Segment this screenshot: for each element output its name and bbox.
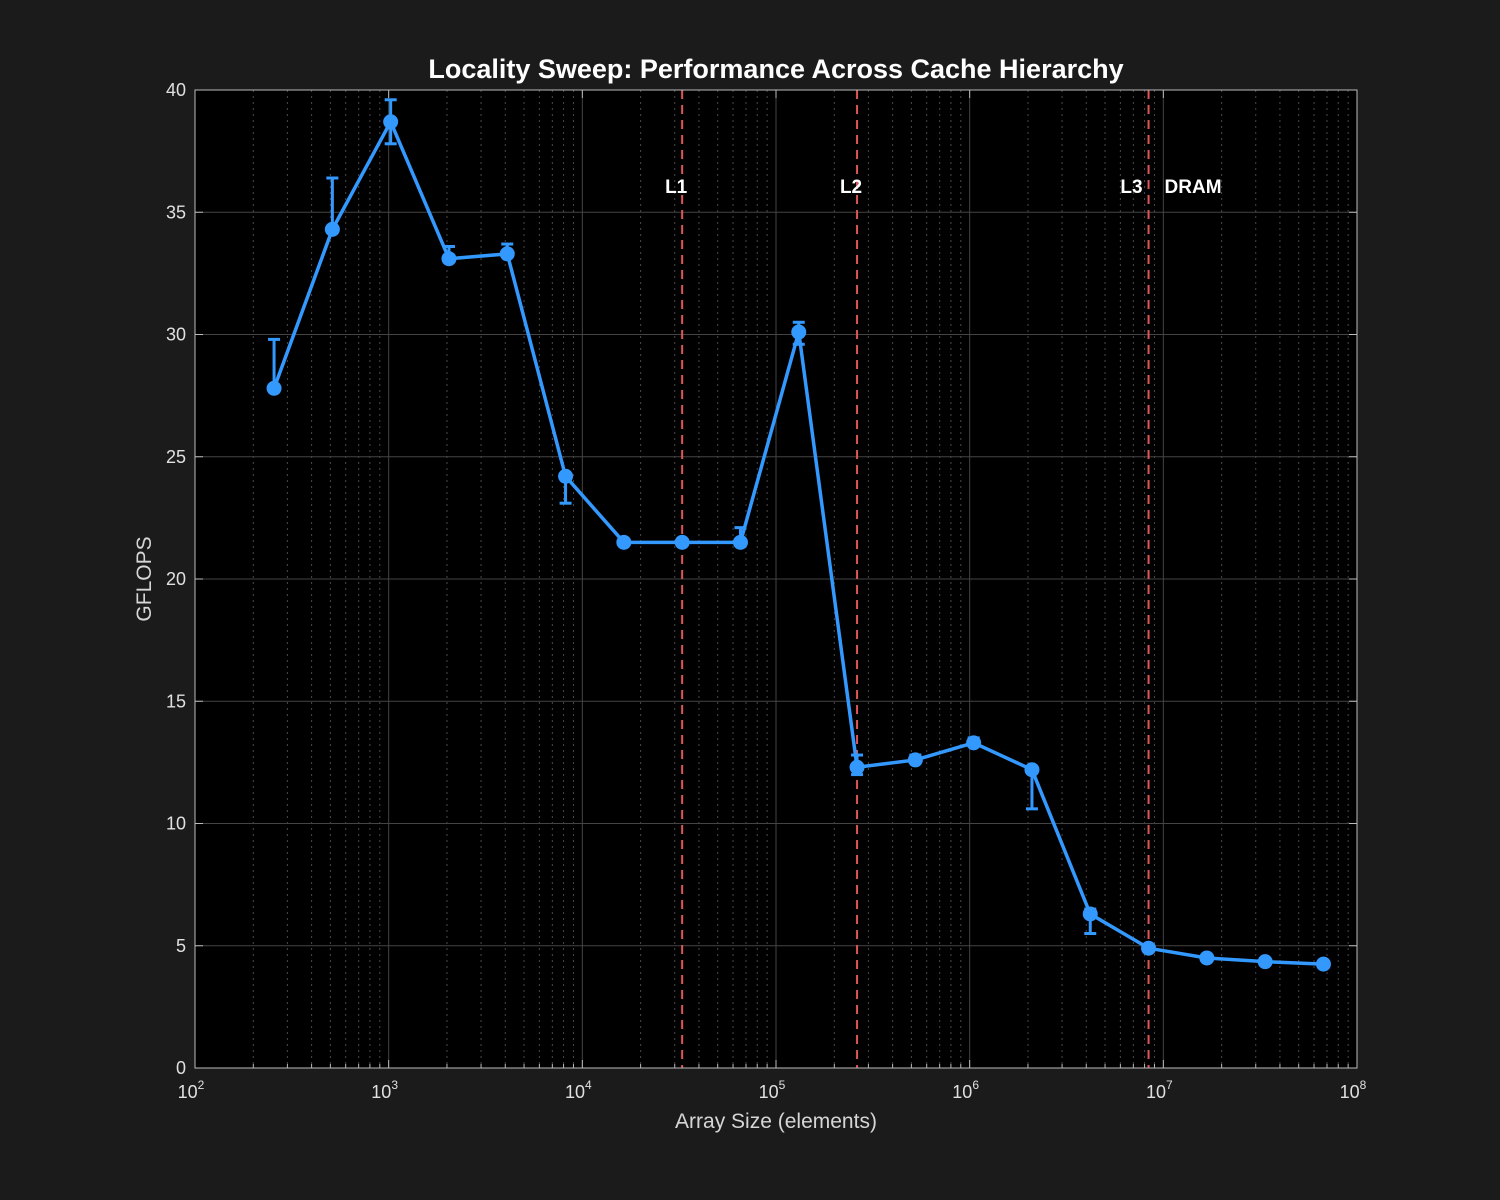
- data-point: [674, 534, 690, 550]
- y-tick-label: 0: [176, 1058, 186, 1078]
- data-point: [558, 468, 574, 484]
- data-point: [791, 324, 807, 340]
- x-tick-exponent: 2: [198, 1078, 205, 1092]
- error-bar: [268, 337, 281, 389]
- x-tick-label: 106: [952, 1078, 979, 1102]
- x-tick-base: 10: [565, 1082, 585, 1102]
- y-tick-label: 10: [166, 814, 186, 834]
- y-tick-label: 35: [166, 202, 186, 222]
- data-point: [1082, 906, 1098, 922]
- x-tick-label: 108: [1340, 1078, 1367, 1102]
- data-point: [1315, 956, 1331, 972]
- data-point: [907, 752, 923, 768]
- data-point: [324, 221, 340, 237]
- data-point: [1257, 954, 1273, 970]
- data-point: [383, 114, 399, 130]
- x-axis-label: Array Size (elements): [675, 1110, 877, 1133]
- chart-title: Locality Sweep: Performance Across Cache…: [428, 54, 1123, 84]
- y-tick-label: 30: [166, 325, 186, 345]
- x-tick-exponent: 3: [391, 1078, 398, 1092]
- y-axis-label: GFLOPS: [133, 536, 156, 621]
- annotation-l1: L1: [665, 177, 688, 198]
- annotation-dram: DRAM: [1165, 177, 1222, 198]
- x-tick-label: 102: [178, 1078, 205, 1102]
- data-point: [1199, 950, 1215, 966]
- x-tick-base: 10: [952, 1082, 972, 1102]
- annotation-l2: L2: [840, 177, 862, 198]
- y-tick-label: 20: [166, 569, 186, 589]
- y-tick-label: 25: [166, 447, 186, 467]
- data-point: [266, 380, 282, 396]
- x-tick-exponent: 7: [1166, 1078, 1173, 1092]
- data-point: [1024, 762, 1040, 778]
- y-tick-label: 5: [176, 936, 186, 956]
- annotation-l3: L3: [1120, 177, 1142, 198]
- x-tick-exponent: 4: [585, 1078, 592, 1092]
- data-point: [849, 759, 865, 775]
- annotations: L1 L2 L3 DRAM: [665, 177, 1221, 198]
- error-bar: [326, 176, 339, 230]
- data-point: [499, 246, 515, 262]
- x-tick-label: 107: [1146, 1078, 1173, 1102]
- data-point: [1141, 940, 1157, 956]
- x-tick-base: 10: [759, 1082, 779, 1102]
- y-axis-ticks: 0 5 10 15 20 25 30 35 40: [166, 80, 1357, 1078]
- x-tick-base: 10: [1146, 1082, 1166, 1102]
- y-tick-label: 40: [166, 80, 186, 100]
- x-tick-label: 103: [371, 1078, 398, 1102]
- x-tick-label: 104: [565, 1078, 592, 1102]
- y-tick-label: 15: [166, 691, 186, 711]
- x-tick-exponent: 8: [1360, 1078, 1367, 1092]
- data-point: [966, 735, 982, 751]
- x-tick-base: 10: [178, 1082, 198, 1102]
- data-point: [616, 534, 632, 550]
- x-tick-exponent: 6: [972, 1078, 979, 1092]
- x-tick-base: 10: [371, 1082, 391, 1102]
- cache-boundary-lines: [681, 90, 1150, 1068]
- x-tick-exponent: 5: [779, 1078, 786, 1092]
- x-tick-label: 105: [759, 1078, 786, 1102]
- data-point: [732, 534, 748, 550]
- data-point: [441, 251, 457, 267]
- x-tick-base: 10: [1340, 1082, 1360, 1102]
- data-points: [266, 114, 1331, 972]
- x-axis-ticks: 102 103 104 105 106 107 108: [178, 90, 1367, 1102]
- minor-grid: [252, 90, 1349, 1068]
